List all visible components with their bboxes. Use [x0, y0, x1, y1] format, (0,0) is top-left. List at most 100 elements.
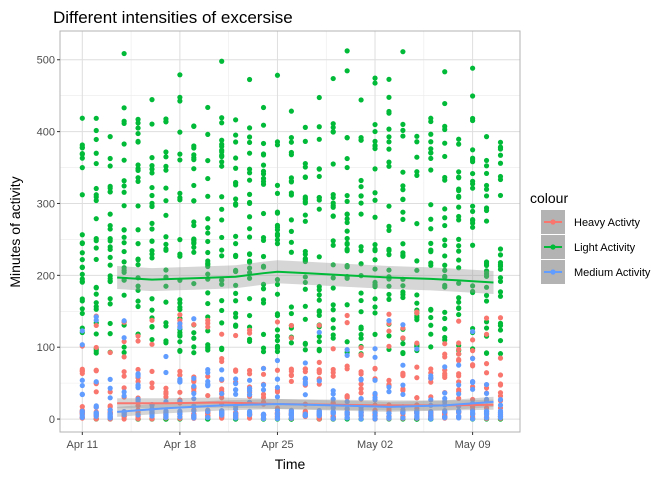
point-light-activity — [219, 346, 225, 353]
point-light-activity — [302, 274, 308, 280]
point-heavy-activity — [483, 361, 490, 367]
point-medium-activity — [497, 396, 504, 403]
point-light-activity — [428, 131, 434, 137]
point-medium-activity — [205, 370, 211, 376]
point-light-activity — [163, 163, 169, 169]
point-light-activity — [400, 49, 406, 55]
point-medium-activity — [219, 408, 225, 415]
point-light-activity — [219, 206, 225, 212]
point-medium-activity — [177, 379, 183, 385]
point-medium-activity — [191, 412, 197, 418]
point-light-activity — [400, 133, 406, 139]
point-light-activity — [483, 186, 490, 192]
point-light-activity — [344, 68, 350, 74]
point-heavy-activity — [302, 366, 308, 372]
point-light-activity — [93, 197, 99, 204]
point-light-activity — [344, 192, 350, 199]
point-light-activity — [372, 190, 378, 196]
point-light-activity — [205, 131, 211, 138]
point-light-activity — [456, 248, 462, 254]
point-light-activity — [483, 182, 490, 189]
point-light-activity — [330, 75, 336, 82]
point-light-activity — [107, 163, 113, 169]
point-light-activity — [260, 178, 267, 185]
point-light-activity — [330, 124, 336, 131]
point-medium-activity — [191, 375, 197, 382]
point-medium-activity — [497, 402, 504, 408]
point-light-activity — [386, 223, 392, 229]
point-light-activity — [497, 139, 504, 145]
point-light-activity — [358, 297, 364, 304]
point-light-activity — [233, 179, 239, 186]
point-medium-activity — [470, 355, 476, 362]
point-medium-activity — [191, 316, 197, 322]
point-light-activity — [121, 178, 127, 184]
point-light-activity — [79, 240, 85, 247]
point-light-activity — [483, 170, 490, 177]
point-light-activity — [79, 155, 85, 161]
point-light-activity — [483, 163, 490, 169]
point-medium-activity — [483, 381, 490, 388]
point-light-activity — [483, 298, 490, 304]
point-light-activity — [163, 212, 169, 218]
point-heavy-activity — [442, 354, 448, 360]
point-medium-activity — [344, 399, 350, 405]
point-medium-activity — [483, 390, 490, 396]
point-heavy-activity — [344, 363, 350, 369]
point-light-activity — [149, 97, 155, 103]
point-light-activity — [163, 198, 169, 204]
point-heavy-activity — [79, 403, 85, 410]
point-heavy-activity — [386, 311, 392, 317]
point-light-activity — [219, 234, 225, 241]
point-light-activity — [260, 162, 267, 168]
point-heavy-activity — [205, 320, 211, 326]
point-light-activity — [344, 339, 350, 345]
point-light-activity — [386, 163, 392, 169]
point-light-activity — [107, 262, 113, 268]
point-light-activity — [470, 170, 476, 177]
point-heavy-activity — [497, 355, 504, 361]
point-medium-activity — [219, 391, 225, 397]
point-light-activity — [470, 115, 476, 122]
point-medium-activity — [400, 391, 406, 398]
point-light-activity — [497, 152, 504, 158]
point-light-activity — [233, 201, 239, 207]
point-light-activity — [288, 310, 294, 317]
point-light-activity — [121, 157, 127, 163]
point-light-activity — [107, 275, 113, 282]
point-light-activity — [414, 169, 420, 175]
point-light-activity — [358, 211, 364, 217]
point-medium-activity — [274, 376, 281, 382]
point-medium-activity — [316, 329, 322, 335]
point-light-activity — [442, 326, 448, 332]
point-light-activity — [330, 194, 336, 201]
point-light-activity — [121, 203, 127, 209]
point-light-activity — [470, 224, 476, 230]
point-medium-activity — [93, 317, 99, 323]
point-medium-activity — [330, 416, 336, 422]
point-light-activity — [163, 167, 169, 173]
legend-dot-medium-activity — [550, 269, 556, 275]
point-heavy-activity — [456, 395, 462, 401]
point-light-activity — [497, 144, 504, 150]
point-light-activity — [191, 350, 197, 356]
point-medium-activity — [386, 318, 392, 324]
point-light-activity — [149, 166, 155, 172]
point-light-activity — [177, 157, 183, 163]
point-light-activity — [135, 298, 141, 304]
point-light-activity — [233, 253, 239, 260]
point-light-activity — [330, 325, 336, 331]
point-light-activity — [344, 219, 350, 226]
point-light-activity — [456, 217, 462, 223]
point-medium-activity — [191, 396, 197, 402]
point-light-activity — [93, 192, 99, 198]
point-light-activity — [302, 286, 308, 292]
point-heavy-activity — [288, 335, 294, 341]
point-medium-activity — [302, 360, 308, 366]
point-heavy-activity — [246, 371, 253, 377]
point-heavy-activity — [121, 385, 127, 391]
point-medium-activity — [330, 410, 336, 416]
point-light-activity — [358, 177, 364, 184]
point-light-activity — [93, 291, 99, 297]
point-light-activity — [316, 173, 322, 180]
